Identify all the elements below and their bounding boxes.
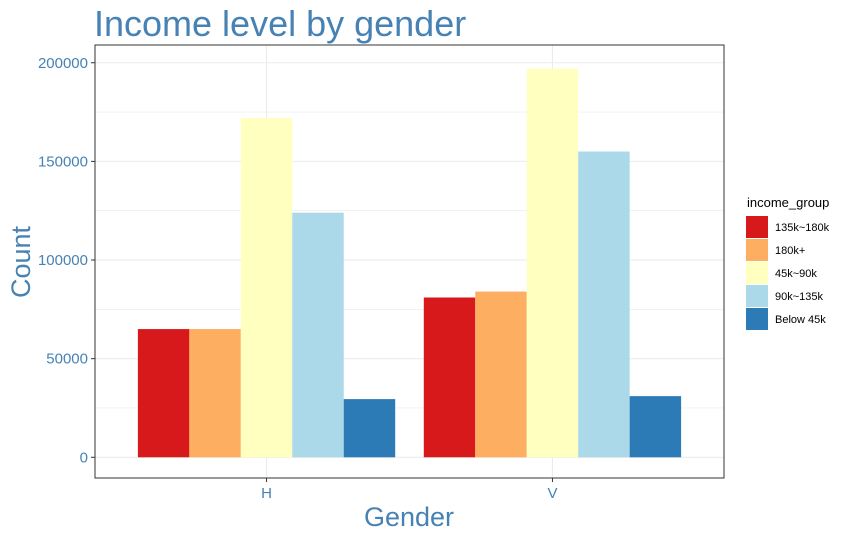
- legend-label: 180k+: [775, 245, 805, 257]
- legend-swatch: [746, 239, 768, 261]
- legend-swatch: [746, 308, 768, 330]
- bar-H-4: [292, 212, 344, 458]
- legend-swatch: [746, 262, 768, 284]
- bar-H-3: [240, 117, 293, 458]
- y-tick-label: 200000: [38, 55, 88, 72]
- bar-H-5: [343, 399, 396, 458]
- y-tick-label: 100000: [38, 252, 88, 269]
- bar-V-3: [526, 68, 579, 458]
- legend-swatch: [746, 285, 768, 307]
- legend-label: 90k~135k: [775, 291, 824, 303]
- legend-label: 45k~90k: [775, 268, 817, 280]
- bar-V-4: [578, 151, 630, 458]
- y-tick-label: 50000: [46, 351, 88, 368]
- legend-label: 135k~180k: [775, 222, 830, 234]
- x-axis-title: Gender: [364, 502, 454, 532]
- y-axis-title: Count: [6, 225, 36, 298]
- bar-H-2: [189, 329, 241, 458]
- panel-border: [94, 44, 725, 479]
- bars: [137, 68, 682, 458]
- y-tick-label: 0: [80, 449, 88, 466]
- chart-title: Income level by gender: [94, 3, 466, 44]
- bar-V-2: [475, 291, 527, 458]
- y-axis: 0 50000 100000 150000 200000: [38, 55, 95, 466]
- legend-label: Below 45k: [775, 314, 826, 326]
- x-tick-label: H: [261, 485, 272, 502]
- legend-swatch: [746, 216, 768, 238]
- bar-V-5: [629, 396, 682, 458]
- y-tick-label: 150000: [38, 153, 88, 170]
- bar-H-1: [137, 329, 190, 458]
- legend-title: income_group: [747, 195, 829, 210]
- legend: income_group 135k~180k 180k+ 45k~90k 90k~13…: [746, 195, 830, 330]
- x-tick-label: V: [547, 485, 557, 502]
- bar-V-1: [423, 297, 476, 458]
